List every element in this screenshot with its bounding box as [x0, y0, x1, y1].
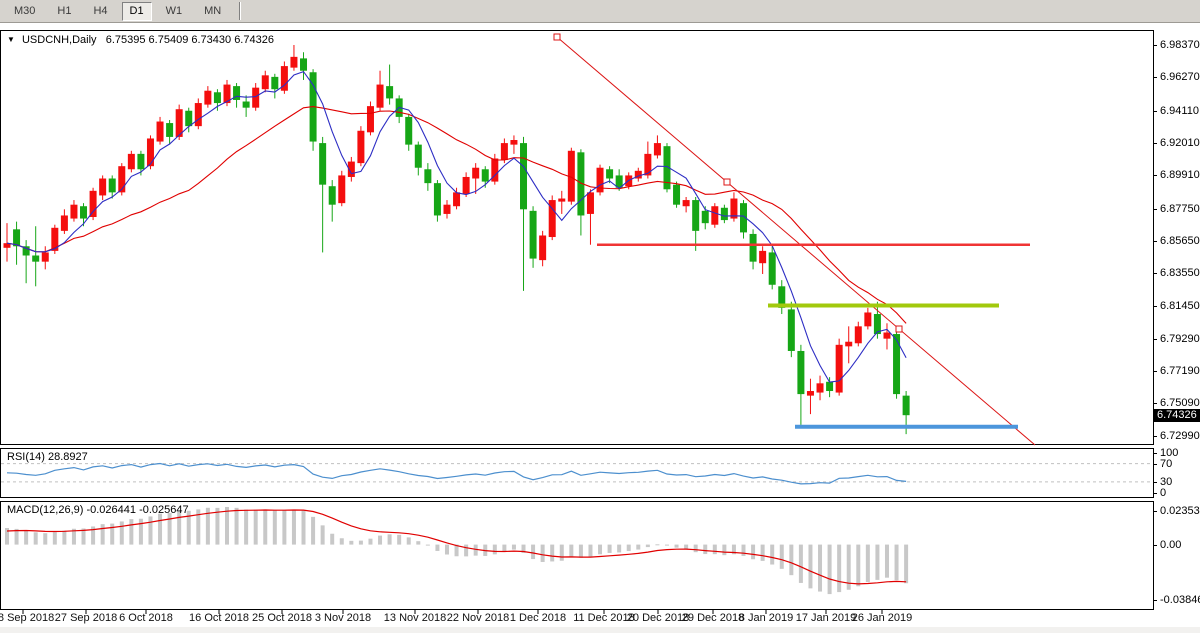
price-label: 6.89910: [1160, 169, 1200, 181]
price-label: 6.85650: [1160, 235, 1200, 247]
date-label: 1 Dec 2018: [509, 612, 567, 624]
date-label: 26 Jan 2019: [851, 612, 913, 624]
price-label-tick: [1153, 111, 1157, 112]
rsi-level-label: 100: [1160, 447, 1179, 459]
price-label: 6.75090: [1160, 397, 1200, 409]
ohlc-quotes: 6.75395 6.75409 6.73430 6.74326: [105, 34, 274, 46]
rsi-level-label-tick: [1153, 464, 1157, 465]
price-label-tick: [1153, 45, 1157, 46]
price-label-tick: [1153, 77, 1157, 78]
date-label: 3 Nov 2018: [314, 612, 372, 624]
date-label: 8 Jan 2019: [738, 612, 794, 624]
price-label: 6.72990: [1160, 430, 1200, 442]
macd-level-label: -0.038466: [1160, 594, 1200, 606]
rsi-level-label-tick: [1153, 482, 1157, 483]
macd-level-label-tick: [1153, 545, 1157, 546]
price-label: 6.81450: [1160, 300, 1200, 312]
moving-averages: [6, 70, 907, 383]
symbol-label: USDCNH,Daily: [21, 34, 97, 46]
timeframe-tab-d1[interactable]: D1: [121, 1, 152, 21]
price-label-tick: [1153, 143, 1157, 144]
price-label-tick: [1153, 273, 1157, 274]
rsi-level-label: 0: [1160, 487, 1167, 499]
pane-frames: [0, 30, 1154, 610]
price-label-tick: [1153, 339, 1157, 340]
price-label: 6.96270: [1160, 71, 1200, 83]
rsi-level-label-tick: [1153, 453, 1157, 454]
price-label-tick: [1153, 403, 1157, 404]
timeframe-tab-h4[interactable]: H4: [93, 4, 108, 17]
price-label-tick: [1153, 371, 1157, 372]
macd-level-label-tick: [1153, 511, 1157, 512]
bottom-strip: [0, 626, 1200, 633]
timeframe-tab-h1[interactable]: H1: [57, 4, 72, 17]
date-label: 22 Nov 2018: [446, 612, 510, 624]
rsi-level-label: 30: [1160, 476, 1173, 488]
date-label: 17 Jan 2019: [795, 612, 857, 624]
price-label-tick: [1153, 436, 1157, 437]
rsi-level-label-tick: [1153, 493, 1157, 494]
price-label: 6.94110: [1160, 105, 1199, 117]
price-label: 6.77190: [1160, 365, 1200, 377]
date-label: 20 Dec 2018: [626, 612, 690, 624]
descending-trendline[interactable]: [556, 36, 1036, 446]
rsi-indicator-label: RSI(14) 28.8927: [7, 451, 88, 463]
timeframe-tab-w1[interactable]: W1: [165, 4, 183, 17]
toolbar-separator: [239, 2, 242, 20]
date-label: 16 Oct 2018: [189, 612, 249, 624]
trendline-anchor[interactable]: [723, 178, 731, 186]
price-label: 6.83550: [1160, 267, 1200, 279]
date-label: 27 Sep 2018: [54, 612, 118, 624]
date-label: 13 Nov 2018: [383, 612, 447, 624]
price-label: 6.87750: [1160, 203, 1200, 215]
date-label: 18 Sep 2018: [0, 612, 55, 624]
date-ticks: [22, 610, 883, 614]
date-label: 29 Dec 2018: [681, 612, 745, 624]
chart-objects[interactable]: [553, 33, 1036, 446]
price-label: 6.79290: [1160, 333, 1200, 345]
date-label: 25 Oct 2018: [252, 612, 312, 624]
date-label: 6 Oct 2018: [119, 612, 173, 624]
macd-indicator-label: MACD(12,26,9) -0.026441 -0.025647: [7, 504, 189, 516]
price-label-tick: [1153, 241, 1157, 242]
timeframe-tab-m30[interactable]: M30: [14, 4, 36, 17]
date-label: 11 Dec 2018: [573, 612, 635, 624]
rsi-level-label: 70: [1160, 458, 1173, 470]
trendline-anchor[interactable]: [895, 325, 903, 333]
timeframe-tab-mn[interactable]: MN: [204, 4, 222, 17]
trendline-anchor[interactable]: [553, 33, 561, 41]
price-label-tick: [1153, 175, 1157, 176]
macd-level-label: 0.00: [1160, 539, 1182, 551]
candlesticks: [3, 45, 910, 435]
price-label: 6.92010: [1160, 137, 1200, 149]
macd-level-label: 0.023534: [1160, 505, 1200, 517]
timeframe-toolbar: M30 H1 H4 D1 W1 MN: [0, 0, 1200, 23]
current-price-badge: 6.74326: [1154, 409, 1200, 422]
price-label: 6.98370: [1160, 39, 1200, 51]
price-label-tick: [1153, 306, 1157, 307]
chevron-down-icon[interactable]: ▼: [7, 35, 15, 44]
price-label-tick: [1153, 209, 1157, 210]
rsi-pane-content: [1, 462, 1152, 485]
macd-level-label-tick: [1153, 600, 1157, 601]
macd-pane-content: [5, 506, 909, 595]
chart-title: ▼ USDCNH,Daily 6.75395 6.75409 6.73430 6…: [7, 34, 274, 46]
